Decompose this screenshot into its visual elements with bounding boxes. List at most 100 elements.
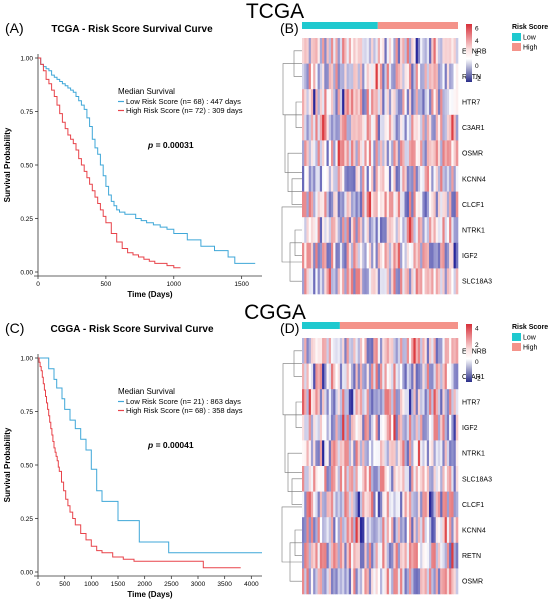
heatmap-cell — [366, 568, 370, 595]
heatmap-cell — [393, 466, 396, 492]
heatmap-cell — [328, 268, 332, 295]
heatmap-cell — [453, 389, 457, 416]
row-label: HTR7 — [462, 100, 480, 107]
heatmap-cell — [344, 217, 347, 244]
p-value: = 0.00031 — [156, 140, 194, 150]
heatmap-cell — [395, 440, 399, 467]
x-axis-label: Time (Days) — [127, 590, 173, 599]
heatmap-cell — [322, 466, 325, 492]
heatmap-cell — [306, 217, 309, 244]
heatmap-cell — [355, 89, 359, 116]
heatmap-cell — [449, 191, 452, 218]
heatmap-cell — [324, 63, 327, 90]
heatmap-cell — [435, 466, 439, 492]
heatmap-cell — [362, 338, 365, 364]
heatmap-cell — [411, 542, 414, 569]
heatmap-cell — [366, 38, 370, 64]
y-tick-label: 0.25 — [20, 216, 33, 223]
heatmap-cell — [342, 166, 345, 192]
heatmap-cell — [366, 114, 370, 141]
heatmap-cell — [388, 242, 392, 269]
dendrogram-branch — [284, 114, 302, 173]
heatmap-cell — [393, 338, 396, 364]
heatmap-cell — [384, 542, 387, 569]
colorbar-tick-label: 4 — [475, 326, 479, 333]
heatmap-cell — [322, 517, 325, 544]
heatmap-cell — [364, 414, 367, 441]
heatmap-cell — [362, 568, 365, 595]
heatmap-cell — [382, 140, 385, 167]
heatmap-cell — [380, 440, 383, 467]
heatmap-cell — [348, 338, 352, 364]
heatmap-cell — [440, 517, 443, 544]
heatmap-cell — [408, 191, 412, 218]
heatmap-cell — [366, 166, 370, 192]
row-label: IGF2 — [462, 425, 478, 432]
heatmap-cell — [310, 338, 314, 364]
heatmap-cell — [388, 38, 392, 64]
heatmap-cell — [342, 440, 345, 467]
heatmap-cell — [302, 466, 305, 492]
heatmap-cell — [424, 191, 428, 218]
heatmap-cell — [359, 89, 363, 116]
heatmap-cell — [353, 191, 356, 218]
heatmap-cell — [371, 140, 374, 167]
heatmap-cell — [348, 38, 352, 64]
heatmap-cell — [342, 191, 345, 218]
heatmap-cell — [326, 89, 330, 116]
heatmap-cell — [440, 191, 443, 218]
heatmap-cell — [384, 440, 387, 467]
heatmap-cell — [368, 242, 372, 269]
heatmap-cell — [397, 363, 401, 390]
heatmap-cell — [377, 414, 381, 441]
heatmap-cell — [446, 191, 450, 218]
heatmap-cell — [408, 38, 412, 64]
heatmap-cell — [435, 542, 439, 569]
heatmap-cell — [384, 414, 387, 441]
heatmap-cell — [433, 166, 437, 192]
heatmap-cell — [442, 268, 445, 295]
heatmap-cell — [342, 242, 345, 269]
heatmap-cell — [391, 63, 394, 90]
row-label: RETN — [462, 553, 481, 560]
y-tick-label: 0.50 — [20, 163, 33, 170]
heatmap-cell — [406, 114, 410, 141]
heatmap-cell — [384, 363, 387, 390]
heatmap-cell — [386, 268, 390, 295]
heatmap-cell — [415, 338, 419, 364]
heatmap-cell — [371, 440, 374, 467]
heatmap-cell — [355, 389, 359, 416]
heatmap-cell — [324, 114, 327, 141]
heatmap-cell — [424, 242, 428, 269]
heatmap-cell — [317, 166, 321, 192]
heatmap-cell — [420, 568, 423, 595]
heatmap-cell — [455, 440, 459, 467]
heatmap-cell — [395, 268, 399, 295]
heatmap-cell — [355, 140, 359, 167]
heatmap-cell — [315, 140, 318, 167]
heatmap-cell — [355, 440, 359, 467]
heatmap-cell — [442, 568, 445, 595]
heatmap-cell — [333, 114, 336, 141]
heatmap-cell — [319, 440, 323, 467]
heatmap-cell — [353, 542, 356, 569]
heatmap-cell — [397, 389, 401, 416]
chart-title: CGGA - Risk Score Survival Curve — [50, 324, 213, 335]
heatmap-cell — [322, 217, 325, 244]
row-label: CLCF1 — [462, 502, 484, 509]
heatmap-cell — [351, 491, 354, 518]
heatmap-cell — [355, 268, 359, 295]
heatmap-cell — [353, 242, 356, 269]
heatmap-cell — [328, 63, 332, 90]
heatmap-cell — [393, 517, 396, 544]
heatmap-cell — [326, 140, 330, 167]
heatmap-cell — [431, 542, 434, 569]
group-legend-title: Risk Score — [512, 324, 548, 331]
heatmap-cell — [353, 63, 356, 90]
heatmap-cell — [400, 242, 403, 269]
heatmap-cell — [388, 466, 392, 492]
heatmap-cell — [380, 568, 383, 595]
heatmap-cell — [324, 363, 327, 390]
heatmap-cell — [362, 466, 365, 492]
heatmap-cell — [322, 114, 325, 141]
